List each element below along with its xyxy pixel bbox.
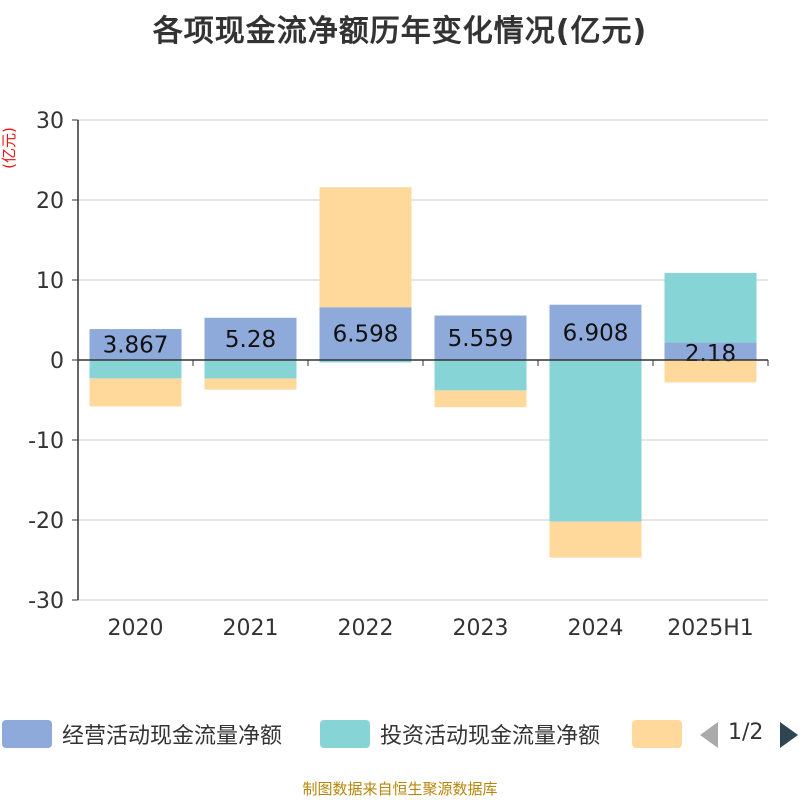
bar-2022-series-0	[319, 307, 412, 360]
bar-2023-series-2	[434, 390, 527, 408]
bar-2022-series-2	[319, 187, 412, 308]
data-label-2021: 5.28	[225, 327, 276, 353]
chart-plot: 30 20 10 0 -10 -20 -30 3.867 5.28 6.598 5.559 6.908…	[28, 109, 769, 641]
y-tick-label: -10	[28, 429, 64, 454]
bar-2020-series-0	[89, 329, 182, 360]
legend-label-investing: 投资活动现金流量净额	[380, 724, 601, 749]
x-tick-label-2021: 2021	[223, 616, 279, 641]
y-tick-label: -30	[28, 589, 64, 614]
bar-2024-series-0	[549, 304, 642, 360]
bar-2025H1-series-0	[664, 342, 757, 360]
bar-2021-series-1	[204, 360, 297, 379]
legend-pager: 1/2	[700, 718, 800, 750]
bar-2025H1-series-1	[664, 272, 757, 343]
x-tick-label-2024: 2024	[568, 616, 624, 641]
x-tick-label-2023: 2023	[453, 616, 509, 641]
y-tick-label: 10	[36, 269, 64, 294]
bar-2023-series-0	[434, 315, 527, 360]
data-label-2020: 3.867	[103, 333, 169, 359]
legend-next-page-icon[interactable]	[780, 722, 798, 748]
y-tick-label: -20	[28, 509, 64, 534]
legend-swatch-investing	[320, 720, 370, 748]
bar-2022-series-1	[319, 360, 412, 363]
legend-swatch-operating	[2, 720, 52, 748]
data-label-2023: 5.559	[448, 326, 514, 352]
legend-swatch-third	[632, 720, 682, 748]
bar-2024-series-1	[549, 360, 642, 522]
legend-item-third[interactable]	[632, 720, 682, 748]
legend-item-investing[interactable]: 投资活动现金流量净额	[320, 720, 601, 749]
data-label-2025H1: 2.18	[685, 341, 736, 367]
y-tick-label: 30	[36, 109, 64, 134]
legend-prev-page-icon[interactable]	[700, 722, 718, 748]
chart-title: 各项现金流净额历年变化情况(亿元)	[152, 14, 648, 49]
data-label-2024: 6.908	[563, 320, 629, 346]
bar-2021-series-2	[204, 378, 297, 390]
source-note: 制图数据来自恒生聚源数据库	[302, 780, 498, 798]
bar-2020-series-2	[89, 378, 182, 407]
y-tick-label: 20	[36, 189, 64, 214]
x-tick-label-2022: 2022	[338, 616, 394, 641]
bar-2021-series-0	[204, 317, 297, 360]
bar-2020-series-1	[89, 360, 182, 379]
legend: 经营活动现金流量净额 投资活动现金流量净额 1/2	[0, 712, 800, 756]
bar-2023-series-1	[434, 360, 527, 391]
data-label-2022: 6.598	[333, 322, 399, 348]
legend-page-indicator: 1/2	[728, 720, 764, 745]
bar-2025H1-series-2	[664, 360, 757, 383]
x-tick-label-2025H1: 2025H1	[667, 616, 754, 641]
bar-2024-series-2	[549, 521, 642, 558]
legend-label-operating: 经营活动现金流量净额	[62, 724, 283, 749]
legend-item-operating[interactable]: 经营活动现金流量净额	[2, 720, 283, 749]
y-tick-label: 0	[50, 349, 64, 374]
x-tick-label-2020: 2020	[108, 616, 164, 641]
